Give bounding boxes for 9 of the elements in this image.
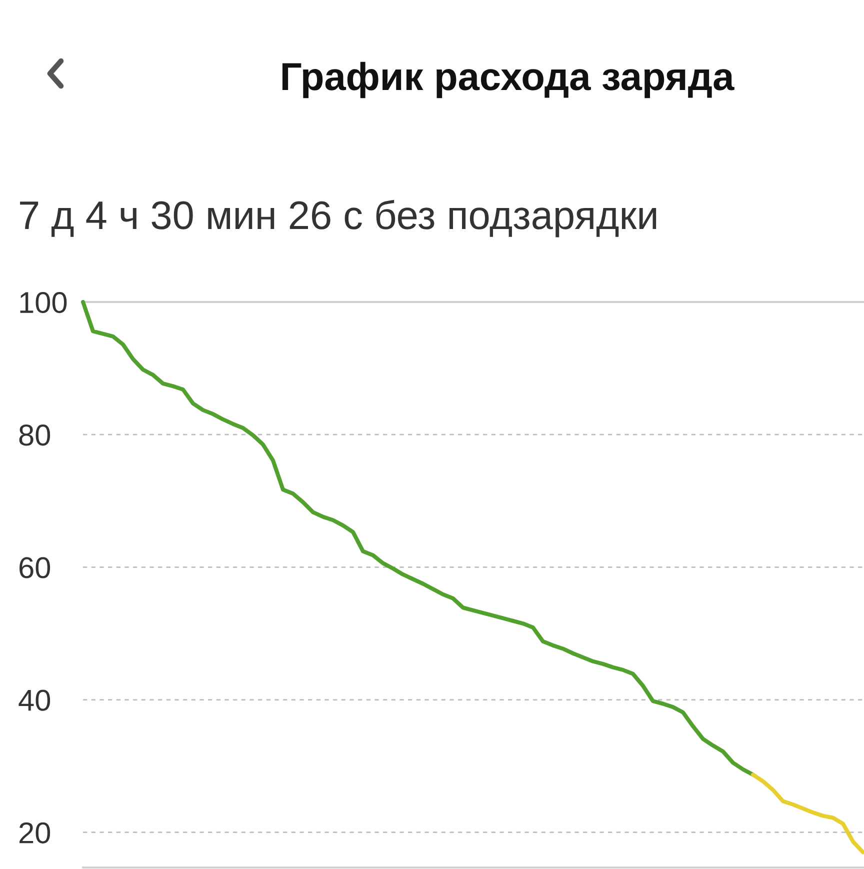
chart-title: График расхода заряда	[282, 62, 734, 98]
y-tick-label: 60	[20, 557, 50, 578]
y-tick-label: 20	[20, 822, 50, 844]
chart-subtitle: 7 д 4 ч 30 мин 26 с без подзарядки	[20, 200, 656, 238]
line-series	[750, 772, 864, 854]
line-series	[80, 300, 756, 777]
y-tick-label: 100	[20, 292, 67, 314]
y-tick-label: 40	[18, 690, 50, 711]
y-tick-label: 80	[19, 424, 50, 446]
